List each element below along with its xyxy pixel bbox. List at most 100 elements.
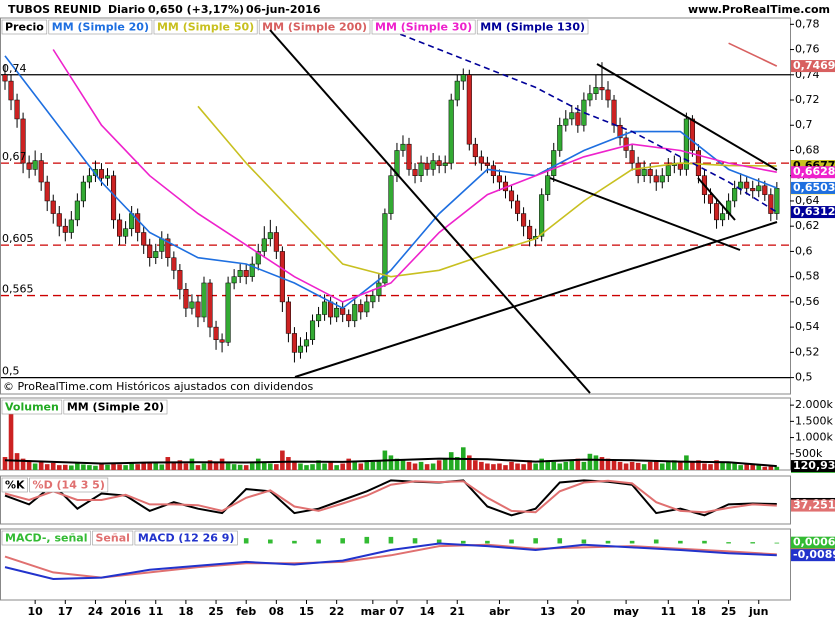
legend-box (48, 19, 153, 35)
candle-body (249, 263, 255, 277)
volume-bar (666, 461, 671, 470)
volume-bar (322, 463, 327, 470)
volume-bar (593, 455, 599, 470)
candle-body (165, 238, 171, 258)
volume-bar (195, 465, 201, 470)
histogram-bar (509, 539, 514, 544)
histogram-bar (268, 539, 273, 544)
volume-bar (539, 458, 544, 470)
candle-body (171, 257, 177, 271)
volume-bar (183, 463, 189, 470)
legend-box (1, 530, 91, 546)
volume-bar (358, 463, 364, 470)
candle-body (14, 99, 20, 120)
volume-bar (448, 452, 454, 470)
volume-bar (249, 463, 255, 470)
level-label: 0,67 (2, 150, 27, 163)
trend-line (596, 63, 778, 171)
volume-bar (503, 465, 508, 470)
candle-body (358, 304, 364, 313)
volume-bar (412, 463, 418, 470)
legend-label: MM (Simple 20) (52, 21, 149, 34)
legend-label: MACD (12 26 9) (138, 532, 234, 545)
line (4, 542, 777, 581)
candle-body (98, 169, 105, 179)
legend-label: MACD-, señal (5, 532, 87, 545)
histogram-bar (533, 538, 538, 544)
histogram-bar (629, 540, 635, 544)
candle-body (382, 213, 388, 284)
candle-body (762, 185, 768, 195)
value-label-box (791, 206, 835, 219)
level-label: 0,74 (2, 62, 27, 75)
candle-body (243, 270, 249, 277)
volume-bar (696, 460, 701, 470)
volume-bar (328, 461, 333, 470)
volume-bar (376, 460, 382, 470)
volume-bar (467, 455, 472, 470)
volume-bar (50, 462, 56, 470)
volume-bar (491, 464, 496, 470)
volume-bar (515, 463, 520, 470)
volume-bar (213, 461, 219, 470)
plot (4, 479, 777, 517)
candle-body (346, 314, 352, 322)
value-label: -0,0089 (793, 548, 835, 561)
candle-body (237, 270, 243, 277)
value-label: 0,6312 (793, 205, 835, 218)
volume-bar (340, 463, 345, 470)
volume-bar (641, 464, 647, 470)
histogram-bar (678, 540, 683, 544)
candle-body (104, 175, 111, 179)
trend-line (294, 221, 778, 378)
price: 0,650 (+3,17%) (148, 3, 244, 16)
legend-box (476, 19, 589, 35)
volume-bar (659, 463, 665, 470)
candle-body (629, 150, 635, 164)
y-tick-label: 500k (795, 447, 823, 460)
value-label-box (791, 60, 835, 73)
volume-bar (56, 465, 62, 470)
candle-body (195, 301, 201, 318)
volume-bar (497, 463, 502, 470)
volume-bar (225, 463, 231, 470)
x-tick-label: 22 (329, 605, 344, 618)
histogram-bar (581, 539, 587, 544)
histogram-bar (243, 538, 249, 544)
period: Diario (108, 3, 146, 16)
candle-body (436, 160, 442, 166)
histogram-bar (726, 542, 731, 544)
x-tick-label: 08 (269, 605, 284, 618)
y-tick-label: 0,56 (795, 295, 820, 308)
x-tick-label: 18 (691, 605, 706, 618)
candle-body (68, 219, 74, 233)
candle-body (285, 301, 291, 334)
trend-line (697, 177, 736, 221)
volume-bar (617, 461, 623, 470)
volume-bar (268, 463, 273, 470)
candle-body (388, 175, 394, 214)
candle-body (309, 320, 316, 340)
legend-label: MM (Simple 20) (67, 401, 164, 414)
candle-body (20, 118, 26, 164)
note: © ProRealTime.com Históricos ajustados c… (3, 380, 314, 393)
volume-bar (714, 460, 719, 470)
volume-bar (418, 461, 424, 470)
candle-body (418, 162, 424, 176)
volume-bar (189, 458, 195, 470)
volume-bar (732, 463, 737, 470)
value-label: 0,6503 (793, 181, 835, 194)
volume-bar (38, 461, 44, 470)
value-label-box (791, 536, 835, 549)
volume-bar (521, 464, 526, 470)
candle-body (454, 80, 460, 101)
x-tick-label: 14 (419, 605, 435, 618)
x-tick-label: 10 (27, 605, 43, 618)
x-tick-label: 2016 (110, 605, 141, 618)
volume-bar (533, 463, 538, 470)
candle-body (297, 345, 304, 353)
candle-body (545, 175, 551, 195)
candle-body (376, 282, 382, 296)
candle-body (641, 169, 647, 176)
symbol: TUBOS REUNID (8, 3, 101, 16)
